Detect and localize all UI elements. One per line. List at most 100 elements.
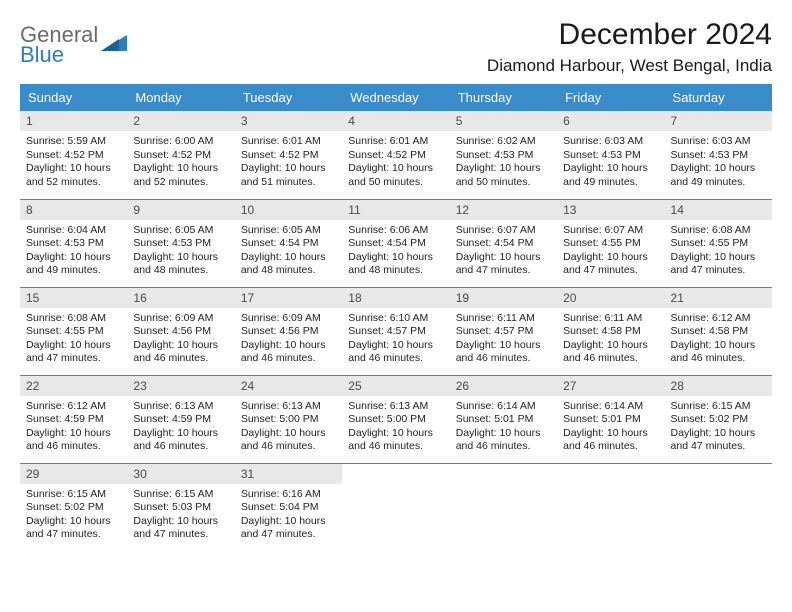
calendar-day-cell: 14Sunrise: 6:08 AMSunset: 4:55 PMDayligh… (665, 199, 772, 287)
calendar-day-cell: 31Sunrise: 6:16 AMSunset: 5:04 PMDayligh… (235, 463, 342, 551)
sunset-line: Sunset: 5:04 PM (241, 501, 336, 515)
sunrise-line: Sunrise: 6:04 AM (26, 224, 121, 238)
calendar-day-cell: 25Sunrise: 6:13 AMSunset: 5:00 PMDayligh… (342, 375, 449, 463)
sunrise-line: Sunrise: 6:02 AM (456, 135, 551, 149)
sunset-line: Sunset: 4:53 PM (671, 149, 766, 163)
calendar-day-cell: 13Sunrise: 6:07 AMSunset: 4:55 PMDayligh… (557, 199, 664, 287)
sunrise-line: Sunrise: 6:11 AM (456, 312, 551, 326)
sunrise-line: Sunrise: 6:06 AM (348, 224, 443, 238)
calendar-day-cell: 17Sunrise: 6:09 AMSunset: 4:56 PMDayligh… (235, 287, 342, 375)
sunrise-line: Sunrise: 6:01 AM (348, 135, 443, 149)
day-details: Sunrise: 6:16 AMSunset: 5:04 PMDaylight:… (235, 484, 342, 549)
sunrise-line: Sunrise: 6:14 AM (456, 400, 551, 414)
sunset-line: Sunset: 4:55 PM (563, 237, 658, 251)
day-details: Sunrise: 6:00 AMSunset: 4:52 PMDaylight:… (127, 131, 234, 196)
daylight-line: Daylight: 10 hours and 52 minutes. (26, 162, 121, 189)
day-number: 18 (342, 288, 449, 308)
day-number: 3 (235, 111, 342, 131)
title-block: December 2024 Diamond Harbour, West Beng… (487, 18, 772, 76)
sunrise-line: Sunrise: 6:09 AM (241, 312, 336, 326)
sunset-line: Sunset: 4:57 PM (456, 325, 551, 339)
daylight-line: Daylight: 10 hours and 47 minutes. (241, 515, 336, 542)
sunrise-line: Sunrise: 6:01 AM (241, 135, 336, 149)
calendar-day-cell: 2Sunrise: 6:00 AMSunset: 4:52 PMDaylight… (127, 111, 234, 199)
header-bar: General Blue December 2024 Diamond Harbo… (20, 18, 772, 76)
calendar-day-cell: 18 Sunrise: 6:10 AMSunset: 4:57 PMDayligh… (342, 287, 449, 375)
sunset-line: Sunset: 5:02 PM (671, 413, 766, 427)
sunrise-line: Sunrise: 6:11 AM (563, 312, 658, 326)
sunset-line: Sunset: 4:57 PM (348, 325, 443, 339)
day-details: Sunrise: 6:07 AMSunset: 4:55 PMDaylight:… (557, 220, 664, 285)
daylight-line: Daylight: 10 hours and 50 minutes. (348, 162, 443, 189)
day-details: Sunrise: 6:15 AMSunset: 5:02 PMDaylight:… (20, 484, 127, 549)
calendar-day-cell: 8Sunrise: 6:04 AMSunset: 4:53 PMDaylight… (20, 199, 127, 287)
brand-triangle-icon (101, 33, 127, 58)
day-number: 1 (20, 111, 127, 131)
day-number: 17 (235, 288, 342, 308)
day-number: 25 (342, 376, 449, 396)
daylight-line: Daylight: 10 hours and 47 minutes. (26, 515, 121, 542)
daylight-line: Daylight: 10 hours and 47 minutes. (563, 251, 658, 278)
sunset-line: Sunset: 4:53 PM (563, 149, 658, 163)
calendar-day-cell: 11Sunrise: 6:06 AMSunset: 4:54 PMDayligh… (342, 199, 449, 287)
calendar-day-cell: 6Sunrise: 6:03 AMSunset: 4:53 PMDaylight… (557, 111, 664, 199)
day-details: Sunrise: 6:05 AMSunset: 4:54 PMDaylight:… (235, 220, 342, 285)
calendar-day-cell: 24Sunrise: 6:13 AMSunset: 5:00 PMDayligh… (235, 375, 342, 463)
sunrise-line: Sunrise: 6:16 AM (241, 488, 336, 502)
brand-line2: Blue (20, 42, 64, 67)
day-details: Sunrise: 6:07 AMSunset: 4:54 PMDaylight:… (450, 220, 557, 285)
sunset-line: Sunset: 4:56 PM (241, 325, 336, 339)
calendar-week-row: 15Sunrise: 6:08 AMSunset: 4:55 PMDayligh… (20, 287, 772, 375)
day-number: 19 (450, 288, 557, 308)
daylight-line: Daylight: 10 hours and 46 minutes. (241, 339, 336, 366)
sunrise-line: Sunrise: 6:07 AM (563, 224, 658, 238)
calendar-week-row: 8Sunrise: 6:04 AMSunset: 4:53 PMDaylight… (20, 199, 772, 287)
calendar-day-cell (665, 463, 772, 551)
sunrise-line: Sunrise: 6:10 AM (348, 312, 443, 326)
day-number: 4 (342, 111, 449, 131)
sunset-line: Sunset: 4:58 PM (563, 325, 658, 339)
sunrise-line: Sunrise: 6:13 AM (241, 400, 336, 414)
day-details: Sunrise: 6:13 AMSunset: 5:00 PMDaylight:… (342, 396, 449, 461)
day-details: Sunrise: 5:59 AMSunset: 4:52 PMDaylight:… (20, 131, 127, 196)
day-number: 28 (665, 376, 772, 396)
day-number: 22 (20, 376, 127, 396)
sunset-line: Sunset: 4:55 PM (671, 237, 766, 251)
sunset-line: Sunset: 5:03 PM (133, 501, 228, 515)
calendar-day-cell: 21Sunrise: 6:12 AMSunset: 4:58 PMDayligh… (665, 287, 772, 375)
calendar-day-cell: 10Sunrise: 6:05 AMSunset: 4:54 PMDayligh… (235, 199, 342, 287)
daylight-line: Daylight: 10 hours and 52 minutes. (133, 162, 228, 189)
calendar-day-cell: 5Sunrise: 6:02 AMSunset: 4:53 PMDaylight… (450, 111, 557, 199)
daylight-line: Daylight: 10 hours and 46 minutes. (348, 339, 443, 366)
day-details: Sunrise: 6:14 AMSunset: 5:01 PMDaylight:… (450, 396, 557, 461)
day-number: 16 (127, 288, 234, 308)
sunset-line: Sunset: 5:01 PM (456, 413, 551, 427)
daylight-line: Daylight: 10 hours and 47 minutes. (456, 251, 551, 278)
calendar-day-cell: 26Sunrise: 6:14 AMSunset: 5:01 PMDayligh… (450, 375, 557, 463)
sunset-line: Sunset: 4:59 PM (26, 413, 121, 427)
day-details: Sunrise: 6:11 AMSunset: 4:58 PMDaylight:… (557, 308, 664, 373)
sunset-line: Sunset: 5:01 PM (563, 413, 658, 427)
daylight-line: Daylight: 10 hours and 46 minutes. (133, 427, 228, 454)
sunset-line: Sunset: 4:54 PM (348, 237, 443, 251)
calendar-day-cell (557, 463, 664, 551)
calendar-day-cell: 1Sunrise: 5:59 AMSunset: 4:52 PMDaylight… (20, 111, 127, 199)
brand-text-block: General Blue (20, 24, 98, 66)
daylight-line: Daylight: 10 hours and 47 minutes. (671, 251, 766, 278)
day-number: 8 (20, 200, 127, 220)
sunset-line: Sunset: 5:02 PM (26, 501, 121, 515)
calendar-day-cell: 22Sunrise: 6:12 AMSunset: 4:59 PMDayligh… (20, 375, 127, 463)
day-details: Sunrise: 6:08 AMSunset: 4:55 PMDaylight:… (665, 220, 772, 285)
day-number: 7 (665, 111, 772, 131)
day-number: 27 (557, 376, 664, 396)
calendar-week-row: 1Sunrise: 5:59 AMSunset: 4:52 PMDaylight… (20, 111, 772, 199)
day-number: 5 (450, 111, 557, 131)
day-details: Sunrise: 6:09 AMSunset: 4:56 PMDaylight:… (235, 308, 342, 373)
day-number: 15 (20, 288, 127, 308)
calendar-day-cell: 23Sunrise: 6:13 AMSunset: 4:59 PMDayligh… (127, 375, 234, 463)
day-number: 29 (20, 464, 127, 484)
sunrise-line: Sunrise: 6:12 AM (671, 312, 766, 326)
day-details: Sunrise: 6:03 AMSunset: 4:53 PMDaylight:… (557, 131, 664, 196)
sunset-line: Sunset: 4:52 PM (241, 149, 336, 163)
daylight-line: Daylight: 10 hours and 47 minutes. (26, 339, 121, 366)
